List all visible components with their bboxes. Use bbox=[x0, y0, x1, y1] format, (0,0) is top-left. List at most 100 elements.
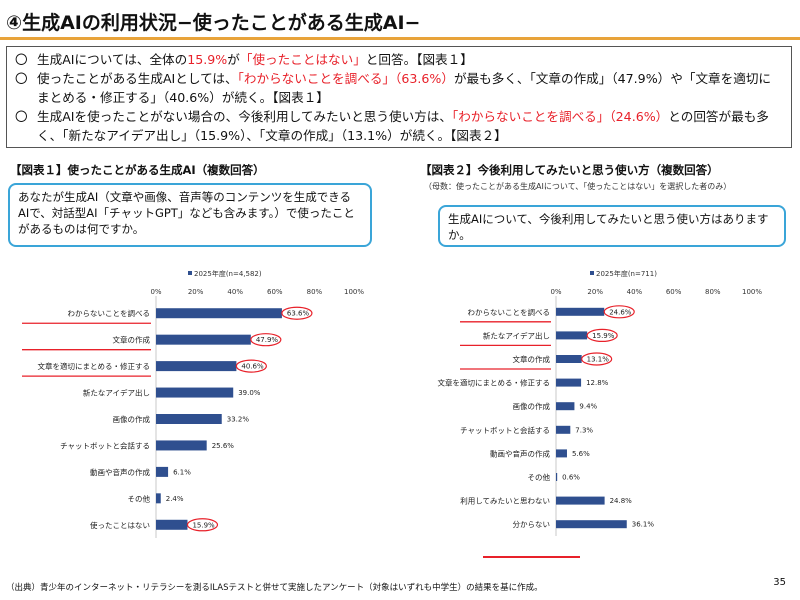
fig2-question-box: 生成AIについて、今後利用してみたいと思う使い方はありますか。 bbox=[438, 205, 786, 247]
value-label: 15.9% bbox=[592, 332, 615, 340]
x-tick-label: 20% bbox=[188, 288, 204, 296]
page-number: 35 bbox=[773, 577, 786, 588]
chart-2: 2025年度(n=711) 0% 20% 40% 60% 80% 100% わからないことを調… bbox=[400, 262, 800, 542]
value-label: 24.6% bbox=[609, 308, 632, 316]
chart-1-svg: 2025年度(n=4,582) 0% 20% 40% 60% 80% 100% わからないこと… bbox=[22, 269, 364, 538]
value-label: 36.1% bbox=[632, 521, 655, 529]
value-label: 24.8% bbox=[610, 497, 633, 505]
category-label: 画像の作成 bbox=[513, 401, 551, 411]
value-highlight-circle bbox=[250, 333, 282, 347]
value-label: 12.8% bbox=[586, 379, 609, 387]
bar bbox=[156, 493, 161, 504]
bar bbox=[156, 414, 222, 424]
category-label: 利用してみたいと思わない bbox=[460, 496, 550, 506]
x-tick-label: 40% bbox=[227, 288, 243, 296]
legend-label: 2025年度(n=4,582) bbox=[194, 269, 262, 278]
summary-bullet-1: 〇 生成AIについては、全体の15.9%が「使ったことはない」と回答。【図表１】 bbox=[15, 52, 473, 67]
category-label: 画像の作成 bbox=[113, 414, 151, 424]
bar bbox=[556, 331, 588, 340]
bar bbox=[556, 378, 582, 387]
bullet-mark: 〇 bbox=[15, 52, 28, 67]
category-label: その他 bbox=[528, 472, 551, 482]
bar bbox=[156, 466, 169, 477]
category-label: 文章を適切にまとめる・修正する bbox=[38, 361, 151, 371]
value-label: 13.1% bbox=[587, 356, 610, 364]
summary-bullet-2: 〇 使ったことがある生成AIとしては、「わからないことを調べる」（63.6%）が… bbox=[15, 71, 772, 105]
value-label: 33.2% bbox=[227, 416, 250, 424]
category-label: その他 bbox=[128, 493, 151, 503]
value-label: 9.4% bbox=[579, 403, 597, 411]
value-highlight-circle bbox=[603, 305, 635, 319]
fig1-question-box: あなたが生成AI（文章や画像、音声等のコンテンツを生成できるAIで、対話型AI「… bbox=[8, 183, 372, 247]
category-label: チャットボットと会話する bbox=[60, 440, 150, 450]
x-tick-label: 80% bbox=[307, 288, 323, 296]
category-label: 文章の作成 bbox=[113, 335, 151, 345]
value-label: 25.6% bbox=[212, 442, 235, 450]
bar bbox=[156, 334, 251, 345]
bar bbox=[556, 449, 567, 458]
summary-box: 〇 生成AIについては、全体の15.9%が「使ったことはない」と回答。【図表１】… bbox=[6, 46, 792, 148]
value-label: 7.3% bbox=[575, 426, 593, 434]
bullet-mark: 〇 bbox=[15, 109, 28, 124]
bar bbox=[556, 402, 575, 411]
bar bbox=[556, 473, 558, 481]
bar bbox=[556, 425, 571, 434]
value-label: 15.9% bbox=[192, 521, 215, 529]
legend-label: 2025年度(n=711) bbox=[596, 269, 657, 278]
x-tick-label: 60% bbox=[267, 288, 283, 296]
x-tick-label: 20% bbox=[587, 288, 603, 296]
value-label: 0.6% bbox=[562, 474, 580, 482]
x-tick-label: 60% bbox=[666, 288, 682, 296]
bar bbox=[556, 520, 627, 529]
value-highlight-circle bbox=[186, 518, 219, 532]
value-highlight-circle bbox=[586, 328, 618, 343]
bar bbox=[156, 308, 282, 319]
category-label: 分からない bbox=[513, 520, 551, 529]
fig1-title: 【図表１】使ったことがある生成AI（複数回答） bbox=[10, 163, 265, 177]
bullet-mark: 〇 bbox=[15, 71, 28, 86]
legend-swatch bbox=[188, 271, 192, 275]
category-label: 文章を適切にまとめる・修正する bbox=[438, 378, 551, 388]
value-label: 6.1% bbox=[173, 468, 191, 476]
bar bbox=[556, 355, 582, 363]
category-label: 文章の作成 bbox=[513, 354, 551, 364]
highlight-underline bbox=[483, 556, 580, 558]
category-label: 新たなアイデア出し bbox=[83, 388, 150, 398]
category-label: わからないことを調べる bbox=[68, 308, 151, 318]
legend-swatch bbox=[590, 271, 594, 275]
chart-2-svg: 2025年度(n=711) 0% 20% 40% 60% 80% 100% わからないことを調… bbox=[438, 269, 762, 536]
value-highlight-circle bbox=[235, 359, 267, 373]
bar bbox=[156, 361, 237, 372]
x-tick-label: 80% bbox=[705, 288, 721, 296]
value-label: 47.9% bbox=[256, 336, 279, 344]
bar bbox=[156, 519, 188, 530]
fig2-subtitle: （母数：使ったことがある生成AIについて、「使ったことはない」を選択した者のみ） bbox=[424, 182, 732, 191]
x-tick-label: 0% bbox=[550, 288, 561, 296]
value-label: 40.6% bbox=[241, 363, 264, 371]
chart-1: 2025年度(n=4,582) 0% 20% 40% 60% 80% 100% わからないこと… bbox=[0, 262, 400, 542]
value-label: 5.6% bbox=[572, 450, 590, 458]
category-label: 新たなアイデア出し bbox=[483, 330, 550, 340]
x-tick-label: 0% bbox=[150, 288, 161, 296]
value-label: 2.4% bbox=[166, 495, 184, 503]
bar bbox=[556, 496, 605, 505]
bar bbox=[156, 440, 207, 451]
value-highlight-circle bbox=[581, 352, 613, 366]
x-tick-label: 100% bbox=[742, 288, 762, 296]
page-title: ④生成AIの利用状況−使ったことがある生成AI− bbox=[6, 12, 421, 34]
category-label: チャットボットと会話する bbox=[460, 425, 550, 435]
x-tick-label: 100% bbox=[344, 288, 364, 296]
category-label: 動画や音声の作成 bbox=[90, 467, 150, 477]
bar bbox=[556, 307, 605, 316]
fig2-title: 【図表２】今後利用してみたいと思う使い方（複数回答） bbox=[420, 163, 719, 177]
bar bbox=[156, 387, 234, 398]
value-highlight-circle bbox=[281, 306, 313, 320]
category-label: わからないことを調べる bbox=[468, 307, 551, 317]
category-label: 使ったことはない bbox=[90, 520, 150, 530]
x-tick-label: 40% bbox=[627, 288, 643, 296]
value-label: 63.6% bbox=[287, 310, 310, 318]
title-rule bbox=[0, 37, 800, 40]
category-label: 動画や音声の作成 bbox=[490, 448, 550, 458]
summary-bullet-3: 〇 生成AIを使ったことがない場合の、今後利用してみたいと思う使い方は、「わから… bbox=[15, 109, 769, 143]
value-label: 39.0% bbox=[238, 389, 261, 397]
